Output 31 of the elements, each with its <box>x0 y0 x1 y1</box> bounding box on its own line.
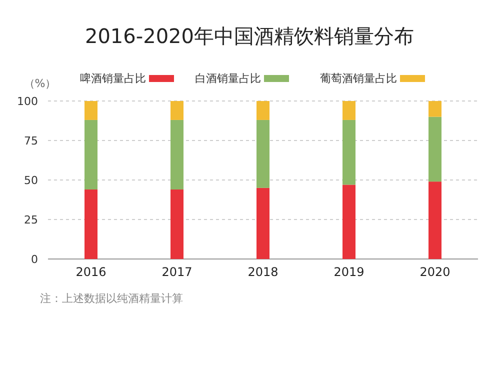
bar <box>256 120 270 188</box>
legend-label: 葡萄酒销量占比 <box>320 72 397 85</box>
bar <box>84 101 98 120</box>
x-tick-label: 2019 <box>334 265 364 279</box>
legend-label: 啤酒销量占比 <box>80 72 146 85</box>
x-tick-label: 2016 <box>76 265 106 279</box>
x-tick-label: 2017 <box>162 265 192 279</box>
bar <box>342 101 356 120</box>
y-tick-label: 25 <box>24 214 38 226</box>
y-axis-title: （%） <box>24 77 56 90</box>
bar <box>428 182 442 259</box>
bar <box>256 188 270 259</box>
bar <box>428 101 442 117</box>
bar <box>428 116 442 182</box>
y-tick-label: 100 <box>17 95 38 108</box>
legend-label: 白酒销量占比 <box>195 72 261 85</box>
x-tick-label: 2018 <box>248 265 278 279</box>
text: 注：上述数据以纯酒精量计算 <box>40 292 183 305</box>
bar <box>342 184 356 259</box>
bar <box>84 189 98 259</box>
bar <box>170 189 184 259</box>
chart-title: 2016-2020年中国酒精饮料销量分布 <box>84 24 414 48</box>
bar <box>256 101 270 120</box>
bar <box>170 101 184 120</box>
x-tick-label: 2020 <box>420 265 450 279</box>
y-tick-label: 75 <box>24 134 38 148</box>
bar <box>170 120 184 190</box>
y-tick-label: 50 <box>24 174 38 187</box>
bar <box>342 120 356 185</box>
y-tick-label: 0 <box>31 253 38 266</box>
bar <box>84 120 98 190</box>
